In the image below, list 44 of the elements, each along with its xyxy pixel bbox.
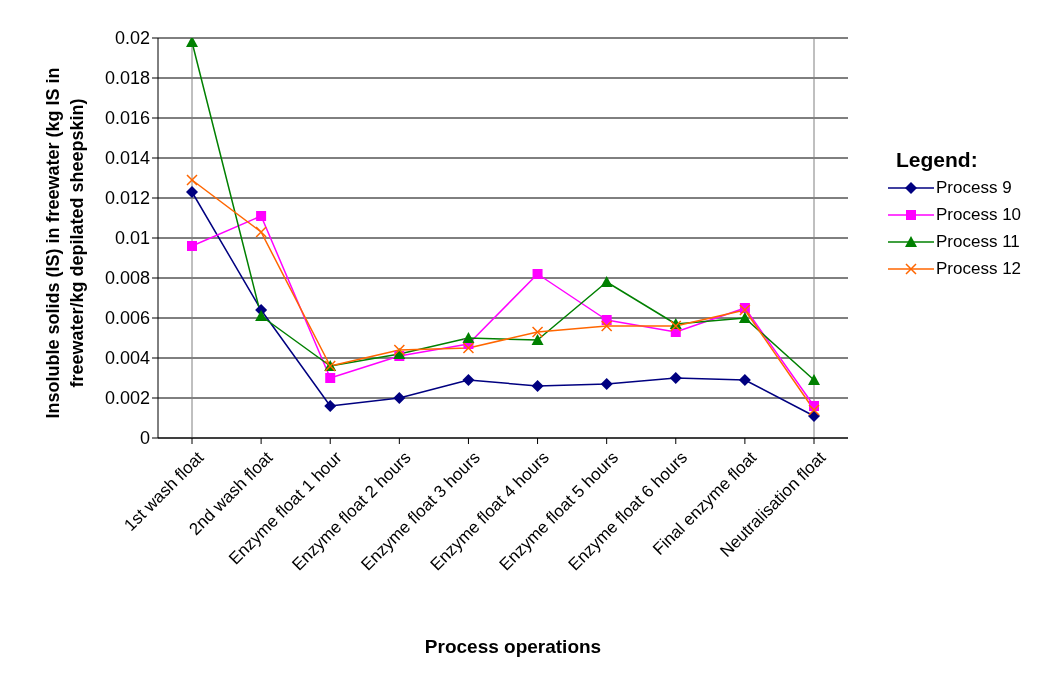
y-tick-label: 0.01 (114, 228, 150, 249)
x-axis-title: Process operations (423, 636, 603, 658)
y-tick-label: 0.006 (104, 308, 150, 329)
point (462, 374, 475, 386)
legend-title: Legend: (896, 148, 979, 172)
point (324, 400, 337, 412)
point (186, 38, 198, 47)
point (532, 269, 543, 279)
legend-label: Process 10 (936, 204, 1022, 225)
y-tick-label: 0.018 (104, 68, 150, 89)
y-tick-label: 0.012 (104, 188, 150, 209)
y-tick-label: 0.004 (104, 348, 150, 369)
legend-label: Process 9 (936, 177, 1012, 198)
point (186, 174, 198, 186)
y-tick-label: 0.02 (114, 28, 150, 49)
point (325, 373, 336, 383)
point (808, 374, 820, 385)
point (808, 404, 820, 416)
point (187, 241, 197, 251)
point (393, 392, 406, 404)
point (738, 312, 751, 323)
y-tick-label: 0.002 (104, 388, 150, 409)
point (531, 334, 544, 345)
point (600, 378, 613, 390)
point (531, 326, 544, 338)
point (462, 342, 475, 354)
y-tick-label: 0.016 (104, 108, 150, 129)
y-tick-label: 0 (139, 428, 150, 449)
point (600, 276, 613, 287)
point (462, 332, 475, 343)
point (255, 226, 267, 238)
y-tick-label: 0.008 (104, 268, 150, 289)
legend-label: Process 11 (936, 231, 1020, 252)
y-tick-label: 0.014 (104, 148, 150, 169)
point (600, 320, 613, 332)
point (186, 186, 198, 198)
point (255, 310, 268, 321)
point (531, 380, 544, 392)
point (393, 344, 406, 356)
point (256, 211, 267, 221)
y-axis-title: Insoluble solids (IS) in freewater (kg IS in freewater/kg depilated sheepskin) (42, 66, 88, 421)
point (669, 372, 682, 384)
point (738, 374, 751, 386)
legend-label: Process 12 (936, 258, 1022, 279)
